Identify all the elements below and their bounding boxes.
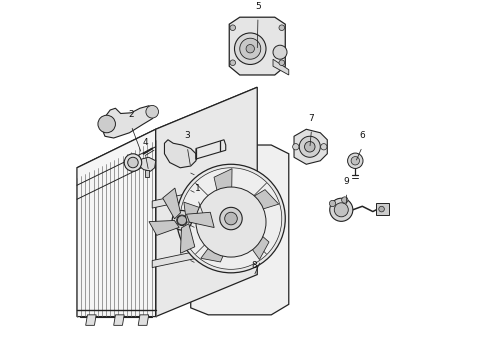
Circle shape	[240, 38, 261, 59]
Polygon shape	[149, 220, 179, 235]
Polygon shape	[273, 59, 289, 75]
Polygon shape	[152, 238, 261, 267]
Polygon shape	[165, 140, 196, 168]
Circle shape	[279, 25, 285, 31]
Circle shape	[320, 144, 327, 150]
Polygon shape	[229, 17, 285, 75]
Text: 6: 6	[360, 131, 365, 140]
Text: 4: 4	[143, 139, 148, 148]
Polygon shape	[145, 170, 148, 176]
Polygon shape	[180, 224, 195, 253]
Circle shape	[98, 115, 116, 133]
Circle shape	[225, 212, 237, 225]
Circle shape	[196, 187, 266, 257]
Circle shape	[246, 45, 254, 53]
Circle shape	[172, 211, 192, 230]
Polygon shape	[114, 315, 124, 325]
Polygon shape	[156, 87, 257, 316]
Circle shape	[230, 25, 236, 31]
Polygon shape	[191, 145, 289, 315]
Polygon shape	[214, 168, 232, 216]
Polygon shape	[376, 203, 389, 215]
Polygon shape	[86, 315, 96, 325]
Circle shape	[379, 206, 384, 212]
Polygon shape	[201, 225, 236, 262]
Text: 1: 1	[195, 184, 200, 193]
Circle shape	[293, 144, 299, 150]
Circle shape	[177, 164, 285, 273]
Circle shape	[220, 207, 242, 230]
Text: 8: 8	[251, 261, 257, 270]
Polygon shape	[196, 140, 226, 159]
Circle shape	[347, 153, 363, 168]
Polygon shape	[231, 190, 279, 216]
Circle shape	[342, 197, 348, 203]
Text: 9: 9	[343, 177, 349, 186]
Text: 7: 7	[309, 114, 315, 123]
Circle shape	[230, 60, 236, 66]
Polygon shape	[77, 129, 156, 316]
Circle shape	[334, 203, 348, 217]
Circle shape	[177, 215, 187, 226]
Circle shape	[351, 157, 360, 165]
Polygon shape	[184, 202, 226, 225]
Circle shape	[304, 141, 315, 152]
Circle shape	[330, 198, 353, 221]
Polygon shape	[163, 188, 180, 219]
Text: 3: 3	[184, 131, 190, 140]
Circle shape	[124, 154, 142, 171]
Polygon shape	[208, 203, 222, 224]
Circle shape	[146, 105, 158, 118]
Polygon shape	[139, 157, 156, 171]
Circle shape	[128, 157, 138, 168]
Circle shape	[279, 60, 285, 66]
Polygon shape	[294, 129, 327, 164]
Polygon shape	[236, 216, 269, 260]
Polygon shape	[187, 212, 214, 228]
Text: 2: 2	[128, 111, 134, 120]
Polygon shape	[152, 178, 261, 208]
Circle shape	[235, 33, 266, 64]
Polygon shape	[77, 87, 257, 168]
Circle shape	[177, 216, 187, 225]
Circle shape	[329, 200, 336, 207]
Polygon shape	[101, 106, 156, 138]
Circle shape	[299, 136, 320, 157]
Text: 5: 5	[255, 2, 261, 11]
Polygon shape	[138, 315, 148, 325]
Circle shape	[180, 168, 282, 269]
Circle shape	[273, 45, 287, 59]
